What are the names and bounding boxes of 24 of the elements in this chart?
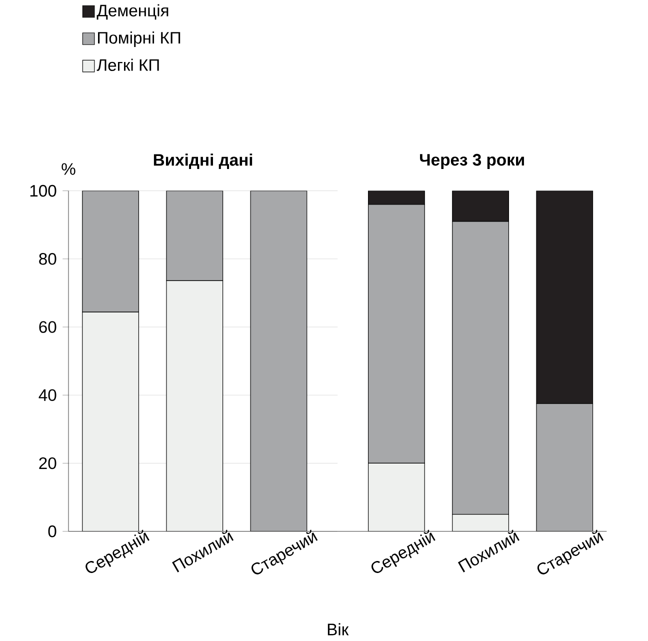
y-tick-label: 20 — [39, 457, 56, 470]
y-tick-label: 100 — [30, 185, 56, 197]
bar — [536, 190, 594, 404]
legend-label: Деменція — [96, 4, 168, 20]
y-tick-label: 0 — [48, 526, 56, 538]
x-axis-title: Вік — [328, 623, 349, 636]
y-tick-label: 80 — [39, 253, 56, 265]
bar — [250, 190, 308, 532]
bar — [82, 312, 139, 532]
bar — [452, 190, 510, 222]
chart-title: Через 3 роки — [420, 154, 524, 170]
y-tick-label: 60 — [39, 321, 56, 334]
bar — [452, 221, 510, 515]
legend-label: Легкі КП — [96, 58, 159, 72]
legend-label: Помірні КП — [98, 32, 180, 48]
y-tick-label: 40 — [38, 389, 56, 402]
bar — [536, 403, 594, 532]
chart-title: Вихідні дані — [154, 154, 252, 170]
bar — [166, 280, 224, 532]
bar — [368, 204, 425, 464]
bar — [452, 514, 510, 532]
y-axis-title: % — [62, 163, 76, 175]
bar — [368, 463, 425, 532]
bar — [368, 190, 425, 205]
